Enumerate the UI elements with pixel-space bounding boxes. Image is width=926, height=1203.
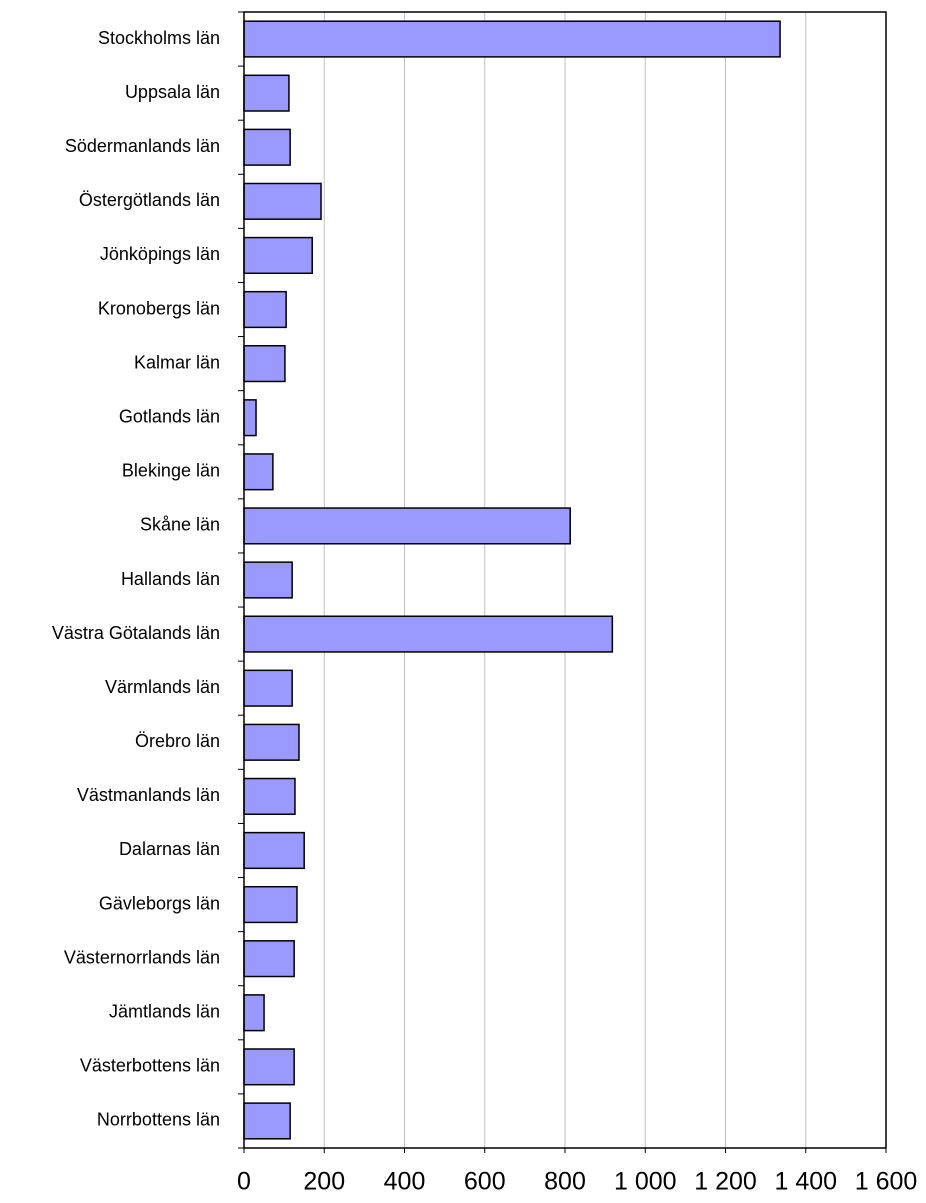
- bar: [243, 1048, 295, 1086]
- bar: [243, 74, 290, 112]
- bar: [243, 345, 286, 383]
- x-tick-label: 0: [237, 1168, 251, 1196]
- bar: [243, 236, 313, 275]
- y-tick-label: Uppsala län: [125, 82, 220, 102]
- bar: [243, 885, 298, 924]
- y-tick-label: Kronobergs län: [98, 298, 220, 318]
- y-tick-label: Västernorrlands län: [64, 947, 220, 967]
- y-tick-label: Dalarnas län: [119, 839, 220, 859]
- bar: [243, 723, 300, 761]
- x-tick-label: 600: [464, 1168, 506, 1196]
- bar: [243, 994, 265, 1032]
- y-tick-label: Västra Götalands län: [52, 623, 220, 643]
- bar: [243, 453, 274, 491]
- bar: [243, 1102, 291, 1140]
- y-tick-label: Jönköpings län: [100, 244, 220, 264]
- x-tick-label: 1 400: [774, 1168, 837, 1196]
- bar: [243, 777, 296, 815]
- plot-frame: [243, 11, 887, 1149]
- x-tick-label: 1 600: [855, 1168, 918, 1196]
- x-tick-label: 400: [384, 1168, 426, 1196]
- bar: [243, 507, 571, 545]
- y-tick-label: Kalmar län: [134, 352, 220, 372]
- y-tick-label: Hallands län: [121, 569, 220, 589]
- bar: [243, 669, 293, 707]
- y-tick-label: Skåne län: [140, 515, 220, 535]
- y-tick-label: Västerbottens län: [80, 1056, 220, 1076]
- y-tick-label: Jämtlands län: [109, 1002, 220, 1022]
- y-tick-label: Gävleborgs län: [99, 893, 220, 913]
- x-tick-label: 1 000: [614, 1168, 677, 1196]
- bar: [243, 20, 781, 58]
- y-tick-label: Örebro län: [135, 731, 220, 751]
- y-tick-label: Södermanlands län: [65, 136, 220, 156]
- y-tick-label: Stockholms län: [98, 28, 220, 48]
- x-tick-label: 1 200: [694, 1168, 757, 1196]
- y-tick-label: Värmlands län: [105, 677, 220, 697]
- y-tick-label: Norrbottens län: [97, 1110, 220, 1130]
- y-tick-label: Östergötlands län: [79, 190, 220, 210]
- bar: [243, 615, 614, 653]
- y-tick-label: Gotlands län: [119, 406, 220, 426]
- bar: [243, 399, 257, 437]
- bar: [243, 290, 287, 329]
- x-tick-label: 800: [544, 1168, 586, 1196]
- y-tick-label: Blekinge län: [122, 461, 220, 481]
- bar: [243, 561, 293, 599]
- bar: [243, 128, 291, 166]
- bar: [243, 831, 305, 870]
- x-tick-label: 200: [303, 1168, 345, 1196]
- y-tick-label: Västmanlands län: [77, 785, 220, 805]
- bar: [243, 182, 322, 220]
- bar: [243, 940, 295, 978]
